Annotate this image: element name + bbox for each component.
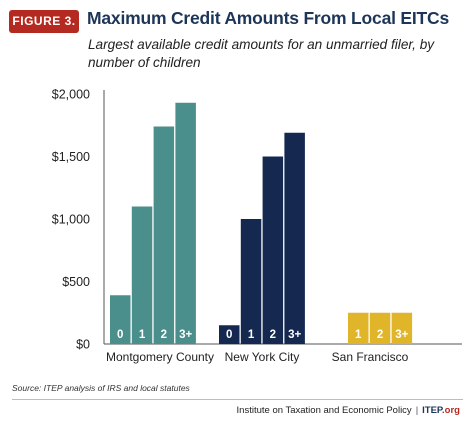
bar-count-label: 1 xyxy=(248,329,255,341)
bar xyxy=(110,295,131,344)
footer-separator: | xyxy=(415,405,419,416)
bar-count-label: 3+ xyxy=(179,329,192,341)
bar-count-label: 2 xyxy=(161,329,167,341)
bar-count-label: 0 xyxy=(117,329,123,341)
bar xyxy=(391,312,413,344)
footer-institute: Institute on Taxation and Economic Polic… xyxy=(236,405,412,416)
bar-count-label: 3+ xyxy=(288,329,301,341)
bar xyxy=(131,206,153,344)
source-note: Source: ITEP analysis of IRS and local s… xyxy=(12,383,190,393)
bar xyxy=(240,219,262,344)
bar xyxy=(219,325,240,344)
bar-count-label: 2 xyxy=(377,329,383,341)
bar xyxy=(369,312,391,344)
category-label: Montgomery County xyxy=(106,350,214,364)
bar-count-label: 2 xyxy=(270,329,276,341)
bar xyxy=(262,156,284,344)
bar-count-label: 1 xyxy=(355,329,362,341)
y-tick-label: $0 xyxy=(76,338,90,352)
footer-org: .org xyxy=(442,405,460,416)
y-tick-label: $1,000 xyxy=(52,213,90,227)
category-label: New York City xyxy=(225,350,300,364)
chart-subtitle: Largest available credit amounts for an … xyxy=(88,37,435,70)
figure-badge: FIGURE 3. xyxy=(9,10,79,33)
footer: Institute on Taxation and Economic Polic… xyxy=(237,405,460,416)
y-tick-label: $500 xyxy=(62,275,90,289)
y-tick-label: $2,000 xyxy=(52,88,90,102)
category-label: San Francisco xyxy=(332,350,409,364)
footer-brand: ITEP xyxy=(422,405,443,416)
bar-count-label: 1 xyxy=(139,329,146,341)
bar-count-label: 0 xyxy=(226,329,232,341)
bar xyxy=(175,102,196,344)
bar xyxy=(348,312,369,344)
bar xyxy=(153,126,175,344)
chart-title: Maximum Credit Amounts From Local EITCs xyxy=(87,8,450,28)
bar xyxy=(284,132,305,344)
bar-count-label: 3+ xyxy=(395,329,408,341)
bar-chart: $2,000 $1,500 $1,000 $500 $0 0 1 2 3+ Montgomery … xyxy=(52,88,462,364)
y-tick-label: $1,500 xyxy=(52,150,90,164)
footer-divider xyxy=(12,399,463,400)
